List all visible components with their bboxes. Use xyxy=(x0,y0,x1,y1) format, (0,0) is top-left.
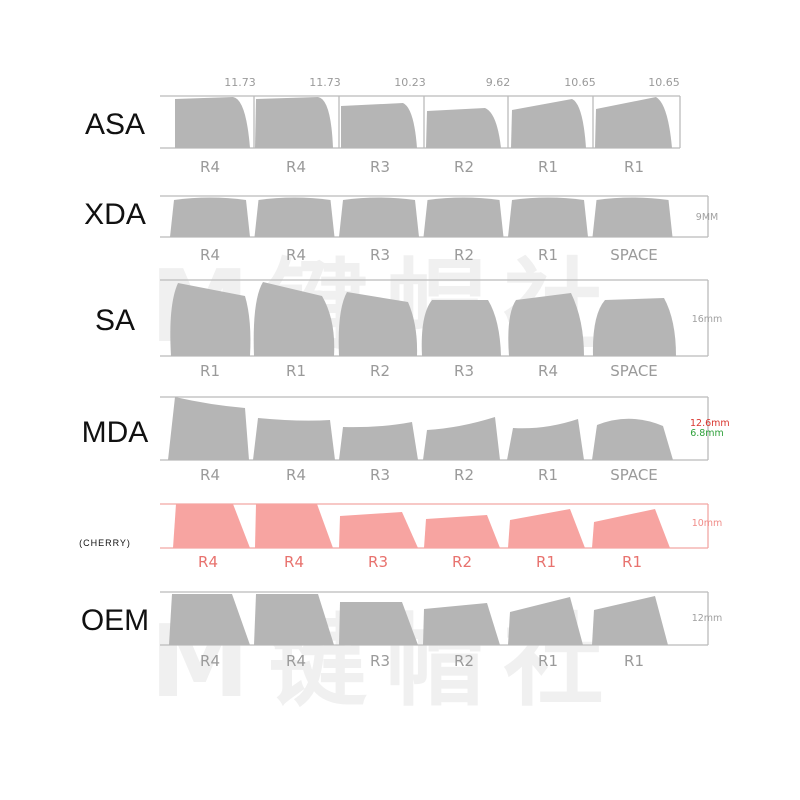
row-label: R4 xyxy=(284,553,304,571)
row-label: R1 xyxy=(536,553,556,571)
row-label: R1 xyxy=(286,362,306,380)
profile-name-sa: SA xyxy=(94,304,136,337)
mda-keycap-4 xyxy=(423,417,500,460)
row-label: SPACE xyxy=(610,246,658,264)
sa-keycap-3 xyxy=(338,292,418,356)
oem-keycap-5 xyxy=(508,597,583,645)
row-label: R2 xyxy=(454,158,474,176)
row-label: R3 xyxy=(370,466,390,484)
asa-keycap-1 xyxy=(175,97,250,148)
oem-keycap-1 xyxy=(169,594,250,645)
profile-name-oem: OEM xyxy=(80,604,150,637)
sa-keycap-1 xyxy=(170,283,251,356)
row-label: R4 xyxy=(200,652,220,670)
xda-keycap-3 xyxy=(339,197,419,237)
row-label: R3 xyxy=(370,652,390,670)
asa-top-value: 11.73 xyxy=(309,76,341,89)
row-label: R4 xyxy=(198,553,218,571)
oem-keycap-6 xyxy=(592,596,668,645)
asa-top-value: 10.65 xyxy=(564,76,596,89)
mda-keycap-6 xyxy=(592,418,673,460)
row-label: R4 xyxy=(200,466,220,484)
asa-keycap-5 xyxy=(511,99,586,148)
mda-low-label: 6.8mm xyxy=(690,428,724,439)
oem-height-label: 12mm xyxy=(691,613,723,624)
mda-keycap-3 xyxy=(339,422,418,460)
row-label: R1 xyxy=(624,158,644,176)
oem-keycap-2 xyxy=(254,594,334,645)
sa-keycap-2 xyxy=(253,282,335,356)
mda-keycap-5 xyxy=(507,419,584,460)
row-label: R4 xyxy=(200,246,220,264)
mda-keycap-2 xyxy=(253,418,335,460)
row-label: R1 xyxy=(200,362,220,380)
row-label: R1 xyxy=(538,652,558,670)
row-label: SPACE xyxy=(610,362,658,380)
row-label: R4 xyxy=(200,158,220,176)
row-label: R1 xyxy=(538,466,558,484)
row-label: R3 xyxy=(454,362,474,380)
profile-name-cherry: (CHERRY) xyxy=(79,538,131,548)
row-label: SPACE xyxy=(610,466,658,484)
row-label: R3 xyxy=(370,158,390,176)
row-label: R4 xyxy=(286,246,306,264)
row-label: R1 xyxy=(538,246,558,264)
row-label: R2 xyxy=(454,466,474,484)
cherry-keycap-3 xyxy=(339,512,418,548)
row-label: R3 xyxy=(370,246,390,264)
sa-keycap-4 xyxy=(421,300,501,356)
row-label: R2 xyxy=(454,652,474,670)
row-label: R2 xyxy=(452,553,472,571)
xda-keycap-5 xyxy=(508,197,588,237)
cherry-keycap-5 xyxy=(508,509,585,548)
row-label: R2 xyxy=(454,246,474,264)
sa-keycap-5 xyxy=(508,293,584,356)
cherry-height-label: 10mm xyxy=(691,518,723,529)
row-label: R2 xyxy=(370,362,390,380)
cherry-keycap-4 xyxy=(424,515,500,548)
row-label: R4 xyxy=(286,158,306,176)
mda-keycap-1 xyxy=(168,397,249,460)
asa-top-value: 11.73 xyxy=(224,76,256,89)
xda-keycap-6 xyxy=(592,197,673,237)
row-label: R4 xyxy=(286,466,306,484)
oem-keycap-4 xyxy=(423,603,500,645)
asa-top-value: 10.65 xyxy=(648,76,680,89)
cherry-keycap-2 xyxy=(255,504,333,548)
asa-top-value: 10.23 xyxy=(394,76,426,89)
asa-keycap-4 xyxy=(426,108,501,148)
row-label: R1 xyxy=(538,158,558,176)
asa-top-value: 9.62 xyxy=(485,76,511,89)
profile-name-mda: MDA xyxy=(81,416,149,449)
row-label: R4 xyxy=(538,362,558,380)
cherry-keycap-6 xyxy=(592,509,670,548)
row-label: R3 xyxy=(368,553,388,571)
sa-height-label: 16mm xyxy=(691,314,723,325)
profile-name-asa: ASA xyxy=(84,108,146,141)
asa-keycap-3 xyxy=(341,103,417,148)
asa-keycap-2 xyxy=(255,97,333,148)
mda-high-label: 12.6mm xyxy=(690,418,730,429)
row-label: R1 xyxy=(624,652,644,670)
profile-name-xda: XDA xyxy=(84,198,146,231)
oem-keycap-3 xyxy=(339,602,418,645)
row-label: R4 xyxy=(286,652,306,670)
sa-keycap-6 xyxy=(592,298,676,356)
xda-keycap-2 xyxy=(254,197,335,237)
xda-keycap-4 xyxy=(423,197,504,237)
xda-keycap-1 xyxy=(170,197,250,237)
asa-keycap-6 xyxy=(595,97,672,148)
cherry-keycap-1 xyxy=(173,504,250,548)
xda-height-label: 9MM xyxy=(695,212,719,223)
row-label: R1 xyxy=(622,553,642,571)
